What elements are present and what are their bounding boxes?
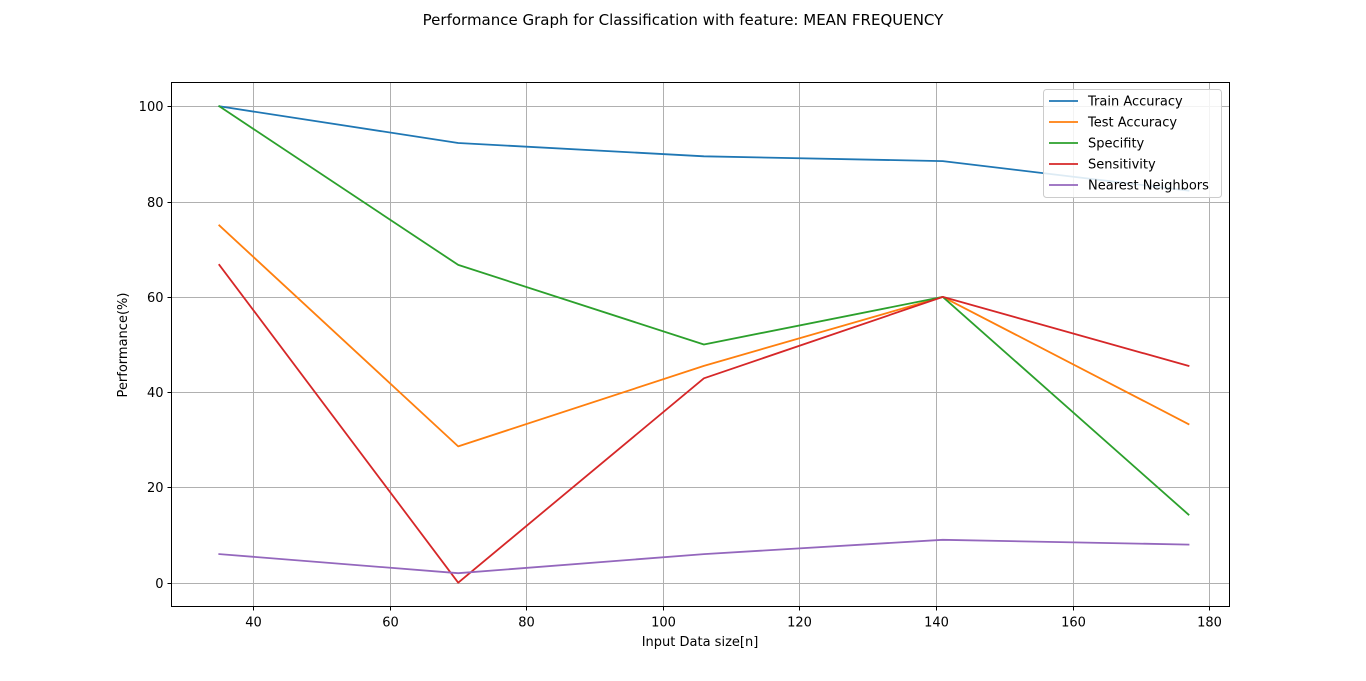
series-line-nearest-neighbors bbox=[218, 538, 1190, 575]
legend-label-sensitivity: Sensitivity bbox=[1088, 158, 1156, 173]
x-tick-label: 100 bbox=[651, 616, 676, 631]
x-tick-label: 160 bbox=[1061, 616, 1086, 631]
x-tick-label: 120 bbox=[787, 616, 812, 631]
legend-items: Train Accuracy Test Accuracy Specifity Sens… bbox=[1049, 95, 1209, 194]
series-line-sensitivity bbox=[218, 263, 1190, 584]
series-line-test-accuracy bbox=[218, 224, 1190, 448]
y-tick-label: 20 bbox=[147, 481, 164, 496]
tick-layer: 40 60 80 100 120 140 160 180 0 20 40 60 80 100 bbox=[139, 100, 1222, 631]
x-tick-label: 40 bbox=[245, 616, 262, 631]
x-tick-label: 80 bbox=[518, 616, 535, 631]
x-tick-label: 140 bbox=[924, 616, 949, 631]
y-tick-label: 60 bbox=[147, 291, 164, 306]
legend-label-nearest-neighbors: Nearest Neighbors bbox=[1088, 179, 1209, 194]
legend-box bbox=[1043, 89, 1222, 198]
y-axis-label: Performance(%) bbox=[116, 293, 131, 398]
series-line-train-accuracy bbox=[218, 105, 1190, 192]
legend-label-train-accuracy: Train Accuracy bbox=[1087, 95, 1183, 110]
chart-title: Performance Graph for Classification wit… bbox=[423, 11, 944, 29]
y-tick-label: 40 bbox=[147, 386, 164, 401]
x-axis-label: Input Data size[n] bbox=[642, 635, 759, 650]
legend-label-specifity: Specifity bbox=[1088, 137, 1145, 152]
plot-frame bbox=[171, 82, 1230, 607]
legend: Train Accuracy Test Accuracy Specifity Sens… bbox=[1043, 89, 1222, 198]
y-tick-label: 0 bbox=[155, 577, 163, 592]
y-tick-label: 80 bbox=[147, 196, 164, 211]
y-tick-label: 100 bbox=[139, 100, 164, 115]
x-tick-label: 180 bbox=[1197, 616, 1222, 631]
series-layer bbox=[218, 105, 1190, 584]
x-tick-label: 60 bbox=[382, 616, 399, 631]
series-line-specifity bbox=[218, 105, 1190, 516]
legend-label-test-accuracy: Test Accuracy bbox=[1087, 116, 1177, 131]
